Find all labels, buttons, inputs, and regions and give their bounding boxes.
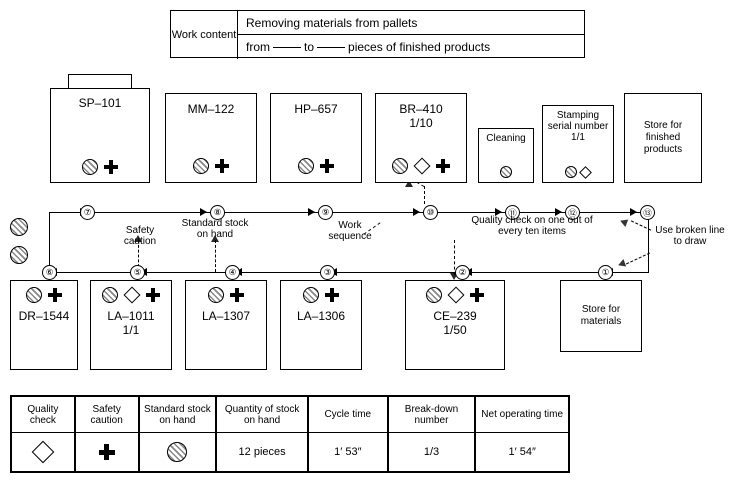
- proc-dr1544: DR–1544: [10, 280, 78, 370]
- flow-node: ⑩: [423, 205, 438, 220]
- legend-col: Cycle time 1′ 53″: [308, 396, 388, 472]
- proc-la1011: LA–10111/1: [90, 280, 172, 370]
- flow-node: ⑤: [130, 265, 145, 280]
- legend-col: Standard stock on hand: [139, 396, 217, 472]
- header-from: from: [246, 40, 270, 54]
- dr-side-circle-2: [10, 246, 28, 264]
- proc-la1306: LA–1306: [280, 280, 362, 370]
- header-suffix: pieces of finished products: [348, 40, 490, 54]
- flow-node: ①: [598, 265, 613, 280]
- legend-col: Break-down number 1/3: [388, 396, 476, 472]
- header-box: Work content Removing materials from pal…: [170, 10, 585, 58]
- flow-label: Safety caution: [110, 225, 170, 247]
- flow-node: ④: [225, 265, 240, 280]
- flow-node: ⑥: [42, 265, 57, 280]
- proc-sp101: SP–101: [50, 88, 150, 183]
- proc-ce239: CE–2391/50: [405, 280, 505, 370]
- proc-store-materials: Store for materials: [560, 280, 642, 352]
- proc-store-finished: Store for finished products: [624, 93, 702, 183]
- flow-node: ⑦: [80, 205, 95, 220]
- flow-node: ②: [455, 265, 470, 280]
- diagram-canvas: Work content Removing materials from pal…: [0, 0, 736, 502]
- header-left-label: Work content: [171, 11, 238, 59]
- flow-node: ⑨: [318, 205, 333, 220]
- proc-hp657: HP–657: [270, 93, 362, 183]
- flow-label: Quality check on one out of every ten it…: [462, 215, 602, 237]
- legend-col: Quality check: [11, 396, 75, 472]
- proc-stamping: Stamping serial number1/1: [542, 105, 614, 183]
- proc-cleaning: Cleaning: [478, 128, 534, 183]
- proc-la1307: LA–1307: [185, 280, 267, 370]
- flow-label: Standard stock on hand: [175, 218, 255, 240]
- flow-node: ⑬: [640, 205, 655, 220]
- legend-col: Quantity of stock on hand 12 pieces: [216, 396, 308, 472]
- flow-label: Use broken line to draw: [650, 225, 730, 247]
- proc-br410: BR–4101/10: [375, 93, 467, 183]
- header-to: to: [304, 40, 314, 54]
- proc-mm122: MM–122: [165, 93, 257, 183]
- dr-side-circle-1: [10, 218, 28, 236]
- flow-label: Work sequence: [320, 220, 380, 242]
- header-line1: Removing materials from pallets: [238, 11, 584, 35]
- legend-col: Net operating time 1′ 54″: [475, 396, 569, 472]
- header-line2: from to pieces of finished products: [238, 35, 584, 59]
- legend-table: Quality check Safety caution Standard st…: [10, 395, 570, 473]
- legend-col: Safety caution: [75, 396, 139, 472]
- flow-node: ③: [320, 265, 335, 280]
